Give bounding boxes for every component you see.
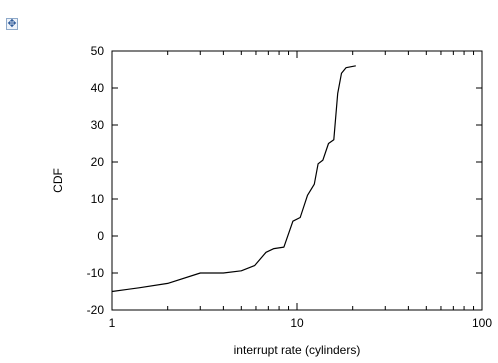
x-axis-label: interrupt rate (cylinders) bbox=[234, 343, 361, 357]
x-tick-label: 100 bbox=[472, 316, 492, 330]
y-tick-label: 0 bbox=[97, 229, 104, 243]
y-tick-label: -20 bbox=[87, 303, 105, 317]
y-axis-label: CDF bbox=[51, 168, 65, 193]
y-tick-label: 50 bbox=[91, 44, 105, 58]
y-tick-label: 10 bbox=[91, 192, 105, 206]
x-tick-label: 10 bbox=[290, 316, 304, 330]
plot-frame bbox=[111, 50, 483, 311]
y-tick-label: -10 bbox=[87, 266, 105, 280]
move-icon: ✥ bbox=[7, 17, 17, 30]
y-tick-label: 40 bbox=[91, 81, 105, 95]
y-tick-label: 30 bbox=[91, 118, 105, 132]
axis-ticks bbox=[111, 50, 483, 311]
move-handle-icon[interactable]: ✥ bbox=[6, 18, 18, 30]
series-layer bbox=[111, 65, 356, 293]
series-line bbox=[111, 65, 356, 293]
x-tick-label: 1 bbox=[109, 316, 116, 330]
y-tick-label: 20 bbox=[91, 155, 105, 169]
